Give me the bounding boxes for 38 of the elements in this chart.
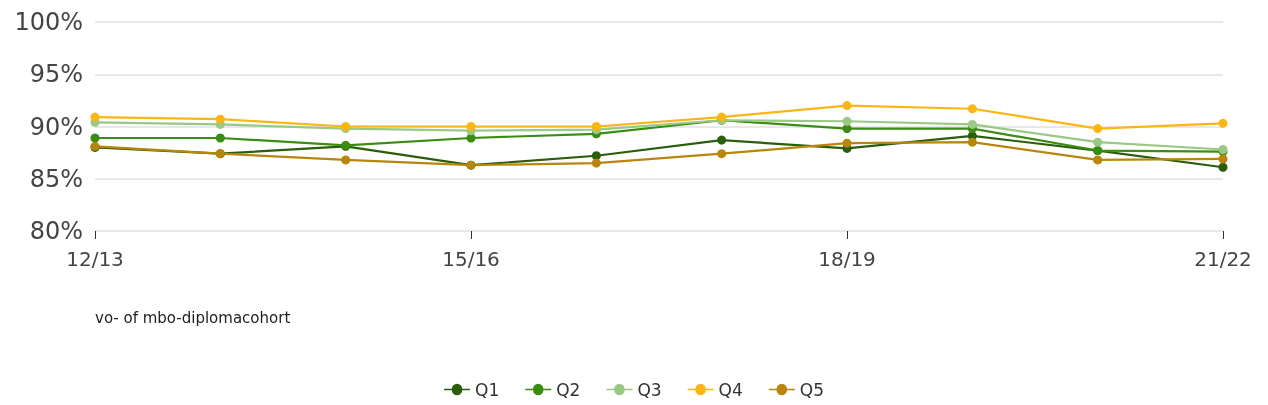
point (591, 122, 601, 131)
point (215, 133, 225, 143)
y-tick-label: 100% (14, 8, 83, 36)
point (842, 101, 852, 111)
point (341, 155, 351, 165)
point (717, 149, 727, 159)
point (1218, 154, 1228, 164)
point (967, 119, 977, 129)
y-tick-label: 95% (29, 60, 83, 89)
point (842, 138, 852, 148)
legend-label: Q4 (718, 379, 743, 400)
point (466, 122, 476, 131)
y-tick-label: 90% (29, 112, 83, 141)
point (1093, 124, 1103, 134)
point (591, 158, 601, 168)
point (967, 137, 977, 147)
point (1218, 162, 1228, 172)
x-tick-label: 12/13 (66, 247, 124, 271)
point (1093, 155, 1103, 165)
text: vo- of mbo-diplomacohort (95, 308, 291, 327)
legend-label: Q2 (556, 379, 581, 400)
point (842, 116, 852, 126)
x-tick-label: 15/16 (442, 247, 500, 271)
legend-label: Q3 (637, 379, 662, 400)
point (967, 104, 977, 114)
point (1218, 118, 1228, 128)
legend-label: Q5 (799, 379, 824, 400)
x-tick-label: 21/22 (1194, 247, 1252, 271)
y-tick-label: 80% (29, 217, 83, 245)
point (90, 112, 100, 122)
legend-label: Q1 (475, 379, 500, 400)
point (215, 114, 225, 124)
point (591, 151, 601, 161)
y-tick-label: 85% (29, 164, 83, 193)
point (717, 135, 727, 145)
x-tick-label: 18/19 (818, 247, 876, 271)
point (1093, 137, 1103, 147)
point (90, 133, 100, 143)
